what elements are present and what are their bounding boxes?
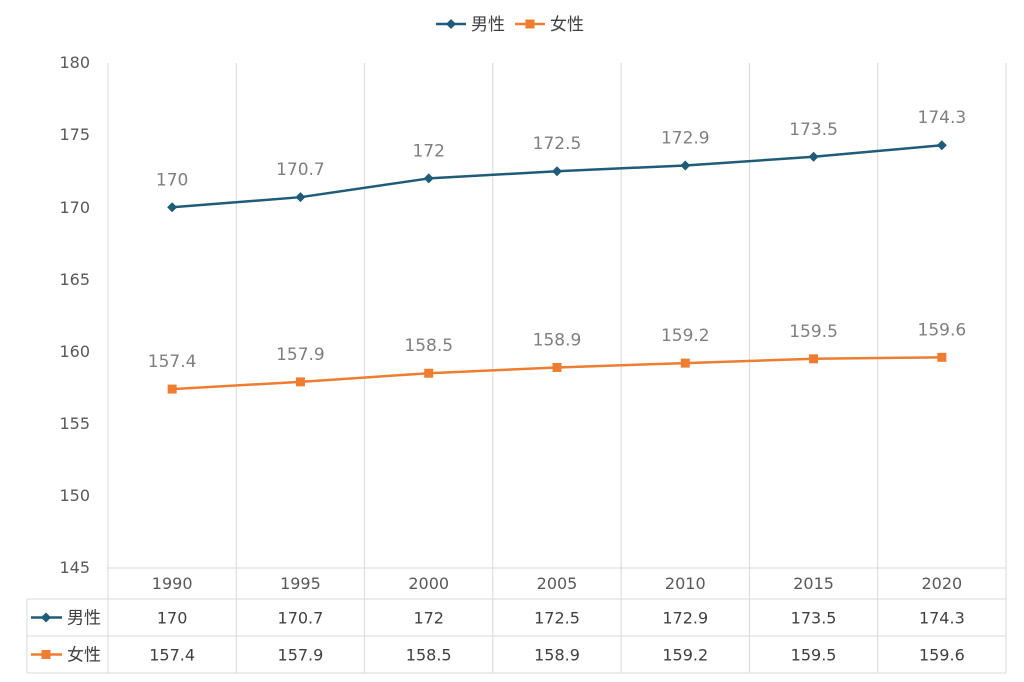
series xyxy=(167,140,947,394)
x-tick-label: 1995 xyxy=(280,574,321,593)
data-point xyxy=(808,151,819,162)
table-row-label: 女性 xyxy=(67,646,101,666)
y-tick-label: 170 xyxy=(59,198,90,217)
table-cell: 157.9 xyxy=(278,646,324,665)
x-axis-ticks: 1990 1995 2000 2005 2010 2015 2020 xyxy=(152,574,962,593)
table-legend-marker xyxy=(41,650,51,659)
legend-label: 女性 xyxy=(550,15,584,35)
table-row-label: 男性 xyxy=(67,609,101,629)
table-cell: 174.3 xyxy=(919,609,965,628)
data-label: 159.2 xyxy=(661,326,710,346)
data-point xyxy=(423,173,434,184)
data-point xyxy=(936,140,947,151)
data-point xyxy=(552,362,562,372)
data-label: 172.5 xyxy=(533,134,582,154)
data-label: 158.9 xyxy=(533,330,582,350)
table-cell: 170.7 xyxy=(278,609,324,628)
data-point xyxy=(167,384,177,394)
data-label: 173.5 xyxy=(789,120,838,140)
table-cell: 158.5 xyxy=(406,646,452,665)
table-cell: 158.9 xyxy=(534,646,580,665)
grid xyxy=(107,63,1007,673)
data-label: 172 xyxy=(412,141,444,161)
y-tick-label: 155 xyxy=(59,414,90,433)
data-point xyxy=(937,352,947,362)
table-cell: 159.6 xyxy=(919,646,965,665)
legend-marker xyxy=(525,19,535,29)
data-point xyxy=(295,377,305,387)
y-tick-label: 150 xyxy=(59,486,90,505)
table-cell: 159.2 xyxy=(662,646,708,665)
table-cell: 170 xyxy=(157,609,188,628)
y-tick-label: 160 xyxy=(59,342,90,361)
table-cell: 172.9 xyxy=(662,609,708,628)
data-label: 172.9 xyxy=(661,128,710,148)
data-label: 174.3 xyxy=(918,108,967,128)
x-tick-label: 2010 xyxy=(665,574,706,593)
x-tick-label: 2015 xyxy=(793,574,834,593)
table-cell: 172.5 xyxy=(534,609,580,628)
data-point xyxy=(167,202,178,213)
data-label: 157.9 xyxy=(276,345,325,365)
data-labels: 170 170.7 172 172.5 172.9 173.5 174.3 157.4 157.… xyxy=(148,108,966,372)
data-point xyxy=(809,354,819,364)
data-label: 158.5 xyxy=(404,336,453,356)
table-legend-marker xyxy=(41,612,51,623)
data-point xyxy=(680,160,691,171)
data-label: 159.6 xyxy=(918,320,967,340)
x-tick-label: 1990 xyxy=(152,574,193,593)
y-tick-label: 175 xyxy=(59,125,90,144)
data-point xyxy=(680,358,690,368)
x-tick-label: 2020 xyxy=(921,574,962,593)
legend: 男性 女性 xyxy=(436,15,584,35)
legend-label: 男性 xyxy=(471,15,505,35)
table-cell: 173.5 xyxy=(791,609,837,628)
data-table: 男性 170 170.7 172 172.5 172.9 173.5 174.3 女性 157.4… xyxy=(26,567,1006,674)
y-tick-label: 165 xyxy=(59,270,90,289)
x-tick-label: 2005 xyxy=(537,574,578,593)
table-cell: 157.4 xyxy=(149,646,195,665)
data-label: 157.4 xyxy=(148,352,197,372)
data-point xyxy=(424,368,434,378)
y-axis-ticks: 180 175 170 165 160 155 150 145 xyxy=(59,53,90,577)
data-label: 170.7 xyxy=(276,160,325,180)
y-tick-label: 145 xyxy=(59,558,90,577)
table-cell: 172 xyxy=(413,609,444,628)
x-tick-label: 2000 xyxy=(408,574,449,593)
table-cell: 159.5 xyxy=(791,646,837,665)
y-tick-label: 180 xyxy=(59,53,90,72)
data-point xyxy=(552,166,562,177)
data-label: 159.5 xyxy=(789,322,838,342)
legend-marker xyxy=(446,19,456,29)
data-label: 170 xyxy=(156,170,188,190)
data-point xyxy=(295,192,306,203)
